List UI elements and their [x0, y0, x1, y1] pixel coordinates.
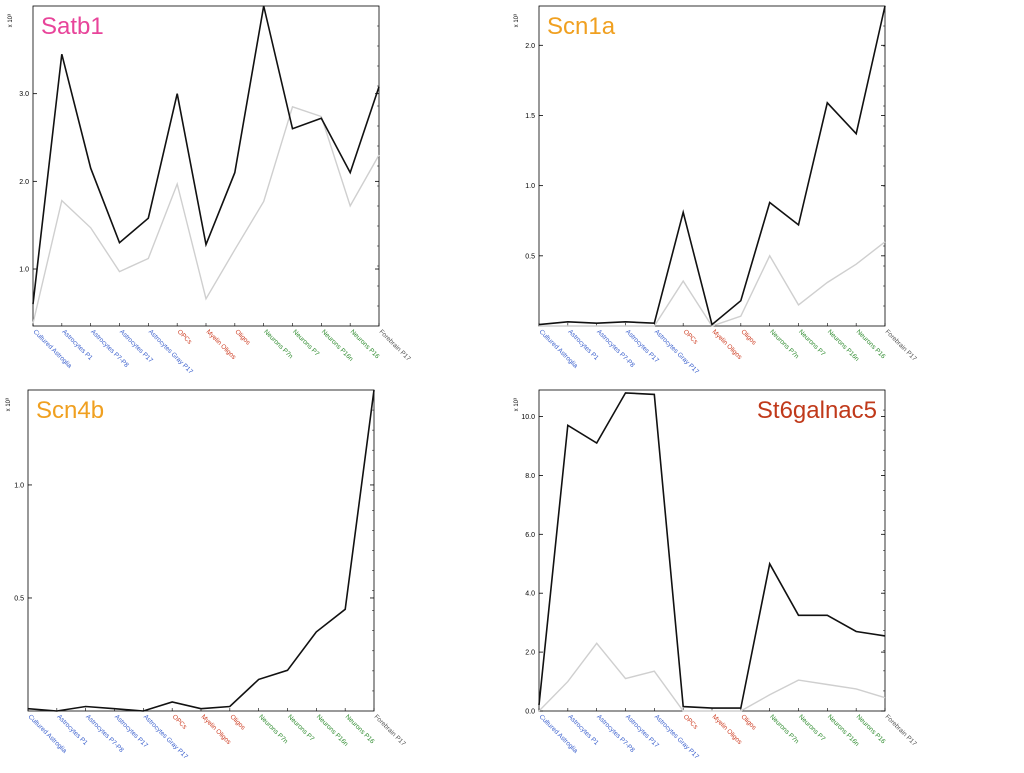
- y-tick-label: 0.5: [525, 253, 535, 260]
- y-tick-label: 2.0: [525, 43, 535, 50]
- y-multiplier-label: x 10³: [6, 398, 12, 411]
- series-line-light: [539, 241, 886, 327]
- x-category-label: Neurons P16: [855, 713, 887, 745]
- x-category-label: OPCs: [682, 328, 700, 346]
- series-line-light: [538, 642, 886, 712]
- x-category-label: Neurons P16: [344, 713, 376, 745]
- x-category-label: Neurons P7: [797, 713, 826, 742]
- chart-title: St6galnac5: [757, 397, 877, 424]
- x-category-label: Neurons P7: [291, 328, 320, 357]
- x-category-label: Neurons P7: [797, 328, 826, 357]
- x-category-label: Myelin Oligos: [200, 713, 233, 746]
- x-category-label: Oligos: [739, 713, 758, 732]
- x-category-label: Forebrain P17: [884, 328, 918, 362]
- series-line-dark: [538, 5, 886, 327]
- y-tick-label: 1.0: [19, 267, 29, 274]
- y-tick-label: 0.5: [14, 595, 24, 602]
- x-category-label: Neurons P7n: [768, 328, 800, 360]
- y-tick-label: 6.0: [525, 532, 535, 539]
- y-tick-label: 0.0: [525, 709, 535, 716]
- x-category-label: Oligos: [739, 328, 758, 347]
- x-category-label: OPCs: [682, 713, 700, 731]
- chart-title: Satb1: [41, 13, 104, 40]
- x-category-label: Neurons P16: [855, 328, 887, 360]
- series-line-dark: [538, 392, 886, 709]
- x-category-label: Forebrain P17: [373, 713, 407, 747]
- x-category-label: Neurons P7n: [768, 713, 800, 745]
- plot-frame: [27, 389, 375, 712]
- x-category-label: Neurons P7n: [262, 328, 294, 360]
- x-category-label: Oligos: [233, 328, 252, 347]
- y-multiplier-label: x 10³: [514, 14, 520, 27]
- chart-title: Scn4b: [36, 397, 104, 424]
- chart-title: Scn1a: [547, 13, 616, 40]
- plot-frame: [538, 389, 886, 712]
- x-category-label: OPCs: [171, 713, 189, 731]
- x-category-label: Neurons P16: [349, 328, 381, 360]
- x-category-label: Oligos: [228, 713, 247, 732]
- x-category-label: Neurons P7: [286, 713, 315, 742]
- y-tick-label: 4.0: [525, 591, 535, 598]
- x-category-label: OPCs: [176, 328, 194, 346]
- y-multiplier-label: x 10³: [8, 14, 14, 27]
- series-line-dark: [32, 5, 380, 305]
- y-tick-label: 2.0: [19, 179, 29, 186]
- x-category-label: Neurons P7n: [257, 713, 289, 745]
- x-category-label: Myelin Oligos: [711, 328, 744, 361]
- plot-frame: [32, 5, 380, 327]
- x-category-label: Forebrain P17: [378, 328, 412, 362]
- x-category-label: Myelin Oligos: [711, 713, 744, 746]
- y-tick-label: 10.0: [521, 414, 535, 421]
- y-tick-label: 2.0: [525, 650, 535, 657]
- y-multiplier-label: x 10³: [514, 398, 520, 411]
- series-line-light: [32, 105, 380, 324]
- y-tick-label: 1.0: [14, 482, 24, 489]
- series-line-dark: [27, 389, 375, 712]
- y-tick-label: 1.0: [525, 183, 535, 190]
- x-category-label: Myelin Oligos: [205, 328, 238, 361]
- y-tick-label: 1.5: [525, 113, 535, 120]
- plot-frame: [538, 5, 886, 327]
- y-tick-label: 8.0: [525, 473, 535, 480]
- x-category-label: Forebrain P17: [884, 713, 918, 747]
- y-tick-label: 3.0: [19, 91, 29, 98]
